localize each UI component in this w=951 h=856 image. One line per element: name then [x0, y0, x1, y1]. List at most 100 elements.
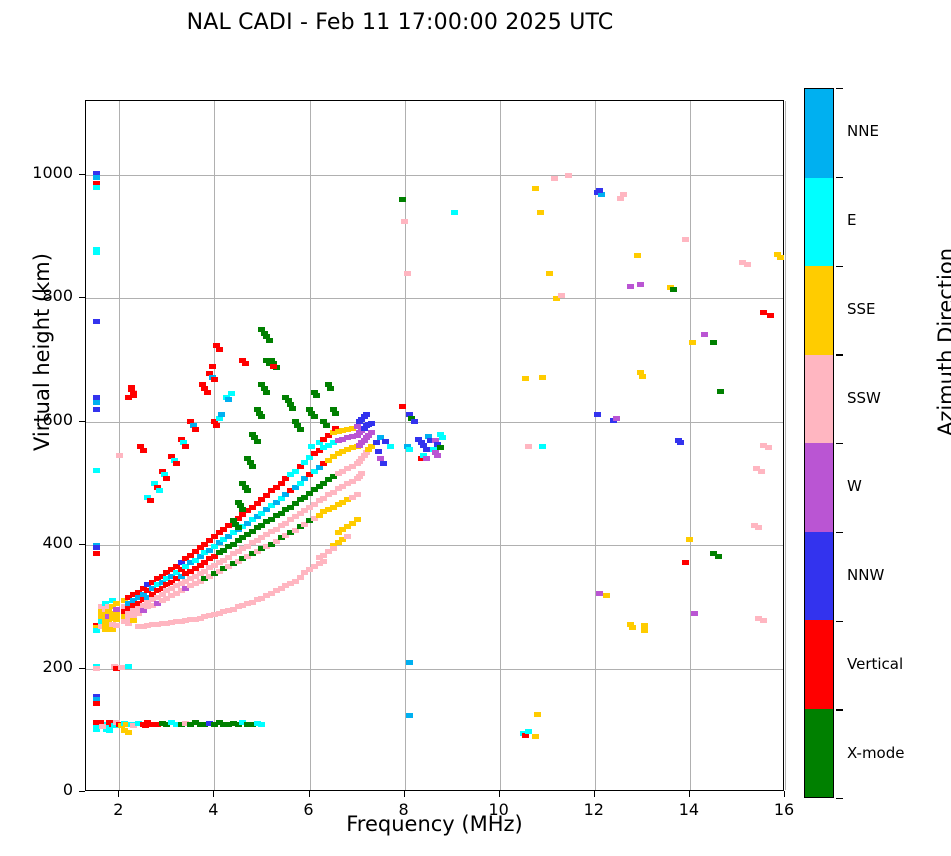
scatter-point [344, 446, 351, 452]
scatter-point [258, 497, 266, 503]
x-axis-tick-label: 4 [208, 800, 219, 819]
scatter-point [225, 397, 233, 403]
scatter-point [220, 536, 228, 542]
colorbar-segment[interactable] [805, 266, 833, 355]
scatter-point [277, 585, 285, 591]
scatter-point [277, 510, 285, 516]
scatter-point [365, 432, 373, 438]
scatter-point [172, 721, 180, 727]
scatter-point [244, 456, 252, 462]
scatter-point [403, 271, 411, 277]
scatter-point [106, 727, 114, 733]
scatter-point [681, 560, 689, 565]
scatter-point [310, 563, 318, 569]
scatter-point [105, 604, 113, 610]
scatter-point [168, 619, 176, 625]
scatter-point [229, 551, 237, 557]
scatter-point [253, 721, 261, 726]
scatter-point [339, 526, 347, 532]
scatter-point [158, 573, 166, 579]
colorbar-segment[interactable] [805, 531, 833, 620]
scatter-point [287, 488, 294, 494]
scatter-point [196, 553, 204, 559]
scatter-point [101, 616, 109, 622]
scatter-point [93, 394, 100, 400]
scatter-point [420, 442, 428, 448]
scatter-point [105, 624, 113, 630]
scatter-point [329, 473, 337, 479]
scatter-point [239, 556, 247, 562]
colorbar-segment[interactable] [805, 354, 833, 443]
colorbar-label: W [847, 477, 862, 496]
colorbar-segment[interactable] [805, 443, 833, 532]
scatter-point [353, 461, 361, 467]
scatter-point [306, 567, 313, 573]
grid-line-horizontal [86, 545, 783, 547]
scatter-point [144, 622, 152, 628]
colorbar-segment[interactable] [805, 620, 833, 709]
scatter-point [353, 432, 361, 438]
scatter-point [325, 457, 332, 463]
scatter-point [213, 423, 221, 428]
colorbar-segment[interactable] [805, 89, 833, 178]
scatter-point [301, 460, 309, 465]
scatter-point [320, 495, 328, 501]
scatter-point [308, 410, 316, 416]
scatter-point [125, 615, 133, 621]
scatter-point [172, 583, 180, 589]
scatter-point [206, 556, 214, 562]
x-axis-tick [308, 791, 310, 797]
scatter-point [344, 497, 351, 503]
scatter-point [531, 186, 539, 192]
scatter-point [172, 590, 180, 596]
scatter-point [282, 583, 290, 589]
scatter-point [163, 476, 171, 482]
scatter-point [163, 620, 171, 626]
y-axis-tick [79, 544, 85, 546]
colorbar-segment[interactable] [805, 177, 833, 266]
scatter-point [420, 453, 428, 459]
scatter-point [417, 456, 425, 462]
scatter-point [177, 560, 185, 565]
colorbar[interactable] [804, 88, 834, 798]
colorbar-label: NNE [847, 122, 879, 141]
scatter-point [109, 610, 117, 616]
scatter-point [339, 436, 347, 442]
scatter-point [225, 523, 233, 528]
scatter-point [210, 534, 218, 540]
x-axis-tick [403, 791, 405, 797]
scatter-point [225, 563, 233, 569]
scatter-point [315, 561, 323, 567]
scatter-point [253, 514, 261, 520]
scatter-point [422, 456, 430, 462]
scatter-point [113, 665, 121, 671]
scatter-point [315, 483, 323, 489]
scatter-point [187, 560, 195, 565]
scatter-point [363, 411, 371, 417]
scatter-point [225, 555, 233, 561]
scatter-point [215, 530, 223, 536]
scatter-point [320, 419, 328, 425]
scatter-point [113, 611, 121, 617]
scatter-point [215, 540, 223, 546]
scatter-point [329, 542, 337, 548]
scatter-point [248, 504, 256, 510]
scatter-point [125, 610, 133, 616]
scatter-point [229, 606, 237, 612]
scatter-point [367, 430, 375, 436]
scatter-point [355, 473, 363, 479]
scatter-point [700, 331, 708, 337]
scatter-point [127, 387, 135, 393]
scatter-point [634, 252, 642, 258]
scatter-point [163, 588, 171, 594]
scatter-point [306, 518, 313, 523]
scatter-point [377, 434, 385, 440]
scatter-point [263, 506, 271, 512]
scatter-point [177, 581, 185, 586]
scatter-point [436, 431, 444, 437]
scatter-point [291, 484, 299, 490]
scatter-point [125, 730, 133, 736]
scatter-point [367, 420, 375, 426]
colorbar-segment[interactable] [805, 708, 833, 797]
scatter-point [760, 442, 768, 448]
